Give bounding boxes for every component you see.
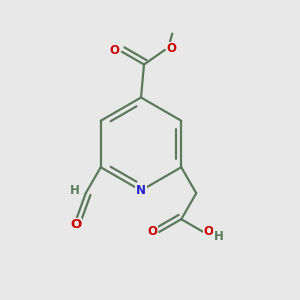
Text: H: H [70, 184, 80, 197]
Text: O: O [167, 43, 176, 56]
Text: O: O [110, 44, 119, 57]
Text: O: O [70, 218, 81, 231]
Text: N: N [136, 184, 146, 197]
Text: H: H [214, 230, 224, 243]
Text: O: O [148, 226, 158, 238]
Text: O: O [204, 225, 214, 238]
